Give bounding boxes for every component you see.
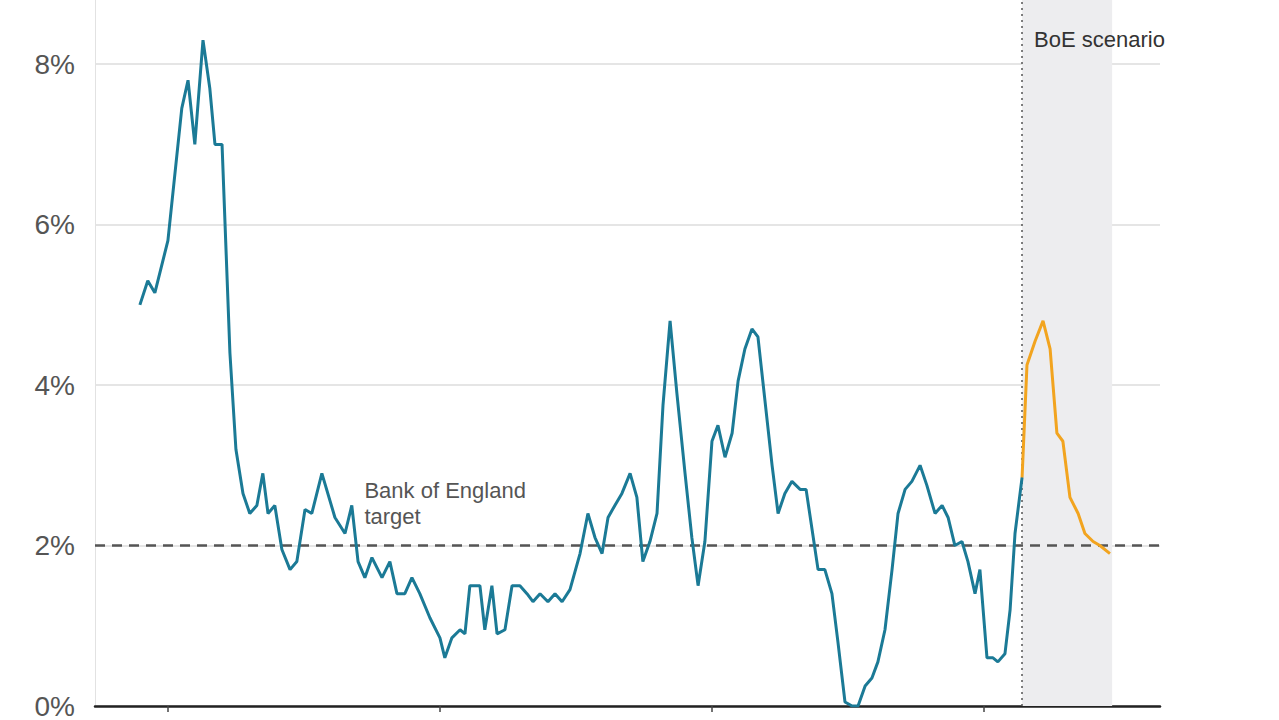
svg-text:2%: 2% [35, 530, 75, 561]
svg-text:0%: 0% [35, 691, 75, 720]
svg-text:6%: 6% [35, 209, 75, 240]
svg-text:target: target [364, 504, 420, 529]
svg-text:8%: 8% [35, 49, 75, 80]
svg-text:Bank of England: Bank of England [364, 478, 532, 503]
svg-text:4%: 4% [35, 370, 75, 401]
svg-text:BoE scenario: BoE scenario [1034, 27, 1165, 52]
